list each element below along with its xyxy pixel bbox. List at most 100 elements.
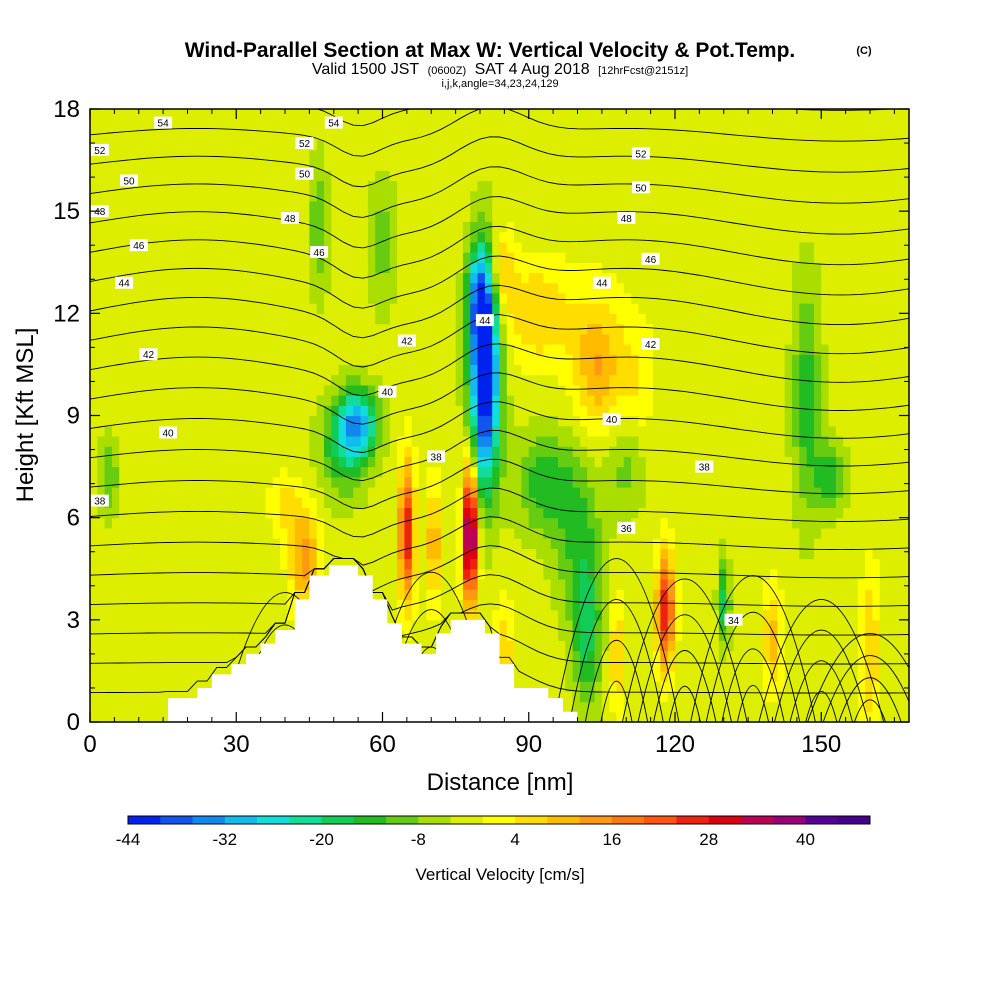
velocity-cell xyxy=(338,527,347,539)
velocity-cell xyxy=(645,681,654,692)
velocity-cell xyxy=(558,548,566,560)
velocity-cell xyxy=(601,149,610,161)
velocity-cell xyxy=(353,538,362,549)
velocity-cell xyxy=(470,589,479,600)
velocity-cell xyxy=(221,221,230,233)
velocity-cell xyxy=(163,711,172,722)
velocity-cell xyxy=(572,568,581,580)
velocity-cell xyxy=(448,558,457,570)
velocity-cell xyxy=(170,333,179,345)
velocity-cell xyxy=(623,466,632,478)
velocity-cell xyxy=(199,548,208,560)
velocity-cell xyxy=(514,282,523,294)
velocity-cell xyxy=(367,364,376,376)
velocity-cell xyxy=(455,323,464,335)
velocity-cell xyxy=(579,292,588,304)
velocity-cell xyxy=(631,476,640,488)
velocity-cell xyxy=(302,119,310,131)
velocity-cell xyxy=(199,323,208,335)
velocity-cell xyxy=(119,476,128,488)
velocity-cell xyxy=(90,323,98,335)
velocity-cell xyxy=(506,313,515,325)
velocity-cell xyxy=(536,660,544,672)
velocity-cell xyxy=(572,609,581,621)
velocity-cell xyxy=(148,119,157,131)
velocity-cell xyxy=(550,221,559,233)
velocity-cell xyxy=(192,630,201,641)
velocity-cell xyxy=(353,139,362,151)
velocity-cell xyxy=(572,292,581,304)
velocity-cell xyxy=(689,109,698,120)
velocity-cell xyxy=(265,231,274,243)
velocity-cell xyxy=(601,374,610,386)
velocity-cell xyxy=(689,660,698,672)
velocity-cell xyxy=(477,252,486,263)
velocity-cell xyxy=(250,313,259,325)
velocity-cell xyxy=(397,527,406,539)
velocity-cell xyxy=(587,568,596,580)
velocity-cell xyxy=(616,589,625,600)
velocity-cell xyxy=(689,200,698,212)
velocity-cell xyxy=(155,272,164,284)
velocity-cell xyxy=(682,231,691,243)
velocity-cell xyxy=(119,578,128,590)
velocity-cell xyxy=(214,313,223,325)
velocity-cell xyxy=(623,313,632,325)
velocity-cell xyxy=(148,282,157,294)
velocity-cell xyxy=(221,333,230,345)
velocity-cell xyxy=(631,139,640,151)
velocity-cell xyxy=(623,190,632,202)
velocity-cell xyxy=(587,670,596,682)
velocity-cell xyxy=(185,231,193,243)
velocity-cell xyxy=(126,527,135,539)
velocity-cell xyxy=(594,374,603,386)
velocity-cell xyxy=(616,497,625,509)
velocity-cell xyxy=(287,558,296,570)
velocity-cell xyxy=(192,292,201,304)
velocity-cell xyxy=(111,446,120,457)
velocity-cell xyxy=(587,354,596,366)
velocity-cell xyxy=(623,660,632,672)
velocity-cell xyxy=(287,221,296,233)
velocity-cell xyxy=(185,313,193,325)
velocity-cell xyxy=(660,119,669,131)
velocity-cell xyxy=(309,354,318,366)
velocity-cell xyxy=(148,527,157,539)
velocity-cell xyxy=(207,476,215,488)
velocity-cell xyxy=(192,231,201,243)
velocity-cell xyxy=(565,425,574,437)
velocity-cell xyxy=(638,568,647,580)
velocity-cell xyxy=(550,527,559,539)
velocity-cell xyxy=(119,650,128,662)
velocity-cell xyxy=(521,681,530,692)
velocity-cell xyxy=(631,200,640,212)
velocity-cell xyxy=(514,619,523,631)
velocity-cell xyxy=(609,609,618,621)
velocity-cell xyxy=(484,548,493,560)
velocity-cell xyxy=(506,599,515,611)
velocity-cell xyxy=(492,609,501,621)
velocity-cell xyxy=(111,405,120,417)
velocity-cell xyxy=(389,497,398,509)
velocity-cell xyxy=(250,272,259,284)
velocity-cell xyxy=(623,384,632,396)
velocity-cell xyxy=(645,323,654,335)
velocity-cell xyxy=(155,384,164,396)
velocity-cell xyxy=(243,578,252,590)
velocity-cell xyxy=(309,538,318,549)
velocity-cell xyxy=(119,292,128,304)
velocity-cell xyxy=(594,200,603,212)
velocity-cell xyxy=(645,538,654,549)
velocity-cell xyxy=(419,405,427,417)
velocity-cell xyxy=(367,507,376,519)
velocity-cell xyxy=(126,630,135,641)
velocity-cell xyxy=(631,282,640,294)
velocity-cell xyxy=(331,435,340,447)
velocity-cell xyxy=(265,507,274,519)
velocity-cell xyxy=(177,681,186,692)
velocity-cell xyxy=(404,282,413,294)
velocity-cell xyxy=(353,558,362,570)
velocity-cell xyxy=(316,517,325,529)
velocity-cell xyxy=(382,303,391,314)
velocity-cell xyxy=(148,548,157,560)
